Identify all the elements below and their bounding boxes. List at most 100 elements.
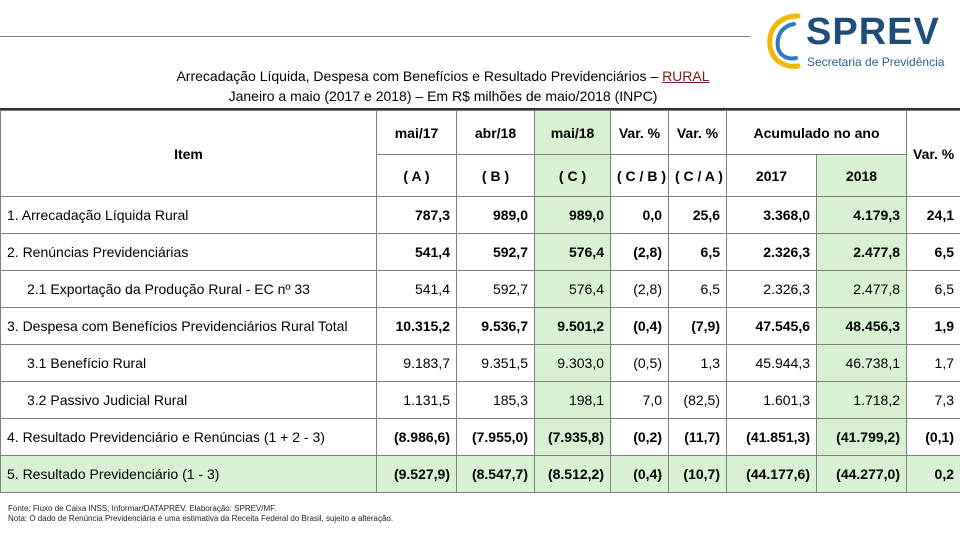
cell-value: (44.277,0) [816,455,907,493]
table-row: 5. Resultado Previdenciário (1 - 3) (9.5… [0,455,960,493]
cell-value: (0,2) [610,418,669,456]
cell-value: 576,4 [534,270,611,308]
var-header: Var. % [906,110,960,197]
col-subheader-cb: ( C / B ) [610,154,669,197]
accum-year-2018: 2018 [816,154,907,197]
cell-value: (0,1) [906,418,960,456]
cell-value: (0,4) [610,307,669,345]
accum-year-2017: 2017 [726,154,817,197]
cell-value: (2,8) [610,233,669,271]
cell-value: 185,3 [456,381,535,419]
cell-value: (7,9) [668,307,727,345]
row-label: 2. Renúncias Previdenciárias [0,233,377,271]
title-line2: Janeiro a maio (2017 e 2018) – Em R$ mil… [228,88,658,104]
cell-value: 9.501,2 [534,307,611,345]
cell-value: 1,9 [906,307,960,345]
cell-value: 2.477,8 [816,233,907,271]
cell-value: 46.738,1 [816,344,907,382]
title-rule [0,108,960,110]
cell-value: 25,6 [668,196,727,234]
cell-value: (8.547,7) [456,455,535,493]
col-header-b: abr/18 [456,110,535,155]
table-row: 4. Resultado Previdenciário e Renúncias … [0,418,960,456]
cell-value: 541,4 [376,270,457,308]
cell-value: 7,3 [906,381,960,419]
cell-value: (8.986,6) [376,418,457,456]
footnote-note: Nota: O dado de Renúncia Previdenciária … [8,514,394,523]
cell-value: (41.799,2) [816,418,907,456]
table-row: 3.2 Passivo Judicial Rural 1.131,5 185,3… [0,381,960,419]
table-row: 1. Arrecadação Líquida Rural 787,3 989,0… [0,196,960,234]
cell-value: 576,4 [534,233,611,271]
cell-value: 9.303,0 [534,344,611,382]
cell-value: 6,5 [668,270,727,308]
col-header-a: mai/17 [376,110,457,155]
cell-value: (10,7) [668,455,727,493]
cell-value: 592,7 [456,270,535,308]
cell-value: 48.456,3 [816,307,907,345]
cell-value: 2.326,3 [726,233,817,271]
col-header-c: mai/18 [534,110,611,155]
cell-value: 6,5 [906,270,960,308]
cell-value: 1,3 [668,344,727,382]
table-row: 2. Renúncias Previdenciárias 541,4 592,7… [0,233,960,271]
col-subheader-a: ( A ) [376,154,457,197]
row-label: 5. Resultado Previdenciário (1 - 3) [0,455,377,493]
cell-value: 787,3 [376,196,457,234]
rural-link[interactable]: RURAL [662,68,710,84]
col-subheader-b: ( B ) [456,154,535,197]
cell-value: 989,0 [456,196,535,234]
cell-value: 45.944,3 [726,344,817,382]
cell-value: (11,7) [668,418,727,456]
cell-value: 1.718,2 [816,381,907,419]
cell-value: 1.131,5 [376,381,457,419]
cell-value: 0,2 [906,455,960,493]
sprev-logo: SPREV Secretaria de Previdência [764,10,954,74]
cell-value: (2,8) [610,270,669,308]
cell-value: 198,1 [534,381,611,419]
cell-value: 989,0 [534,196,611,234]
cell-value: 2.326,3 [726,270,817,308]
sprev-logo-icon [767,13,801,69]
row-label: 3. Despesa com Benefícios Previdenciário… [0,307,377,345]
top-divider [0,36,750,37]
cell-value: 592,7 [456,233,535,271]
cell-value: (9.527,9) [376,455,457,493]
footnote-source: Fonte: Fluxo de Caixa INSS; Informar/DAT… [8,504,277,513]
data-table: Item mai/17 abr/18 mai/18 Var. % Var. % … [0,110,960,493]
cell-value: (44.177,6) [726,455,817,493]
col-subheader-ca: ( C / A ) [668,154,727,197]
cell-value: (0,5) [610,344,669,382]
accum-header: Acumulado no ano [726,110,907,155]
cell-value: 2.477,8 [816,270,907,308]
footnotes: Fonte: Fluxo de Caixa INSS; Informar/DAT… [8,504,393,524]
table-row: 3.1 Benefício Rural 9.183,7 9.351,5 9.30… [0,344,960,382]
cell-value: 1.601,3 [726,381,817,419]
cell-value: 6,5 [668,233,727,271]
title-line1: Arrecadação Líquida, Despesa com Benefíc… [176,68,663,84]
table-row: 3. Despesa com Benefícios Previdenciário… [0,307,960,345]
cell-value: 24,1 [906,196,960,234]
logo-subtitle: Secretaria de Previdência [807,55,945,69]
cell-value: 47.545,6 [726,307,817,345]
col-subheader-c: ( C ) [534,154,611,197]
row-label: 3.1 Benefício Rural [0,344,377,382]
row-label: 1. Arrecadação Líquida Rural [0,196,377,234]
cell-value: 9.536,7 [456,307,535,345]
cell-value: 10.315,2 [376,307,457,345]
cell-value: 6,5 [906,233,960,271]
cell-value: (0,4) [610,455,669,493]
cell-value: (82,5) [668,381,727,419]
cell-value: 0,0 [610,196,669,234]
cell-value: (7.955,0) [456,418,535,456]
row-label: 3.2 Passivo Judicial Rural [0,381,377,419]
cell-value: 541,4 [376,233,457,271]
cell-value: 7,0 [610,381,669,419]
cell-value: (7.935,8) [534,418,611,456]
table-row: 2.1 Exportação da Produção Rural - EC nº… [0,270,960,308]
col-header-ca: Var. % [668,110,727,155]
row-label: 2.1 Exportação da Produção Rural - EC nº… [0,270,377,308]
col-header-cb: Var. % [610,110,669,155]
cell-value: 1,7 [906,344,960,382]
item-header: Item [0,110,377,197]
